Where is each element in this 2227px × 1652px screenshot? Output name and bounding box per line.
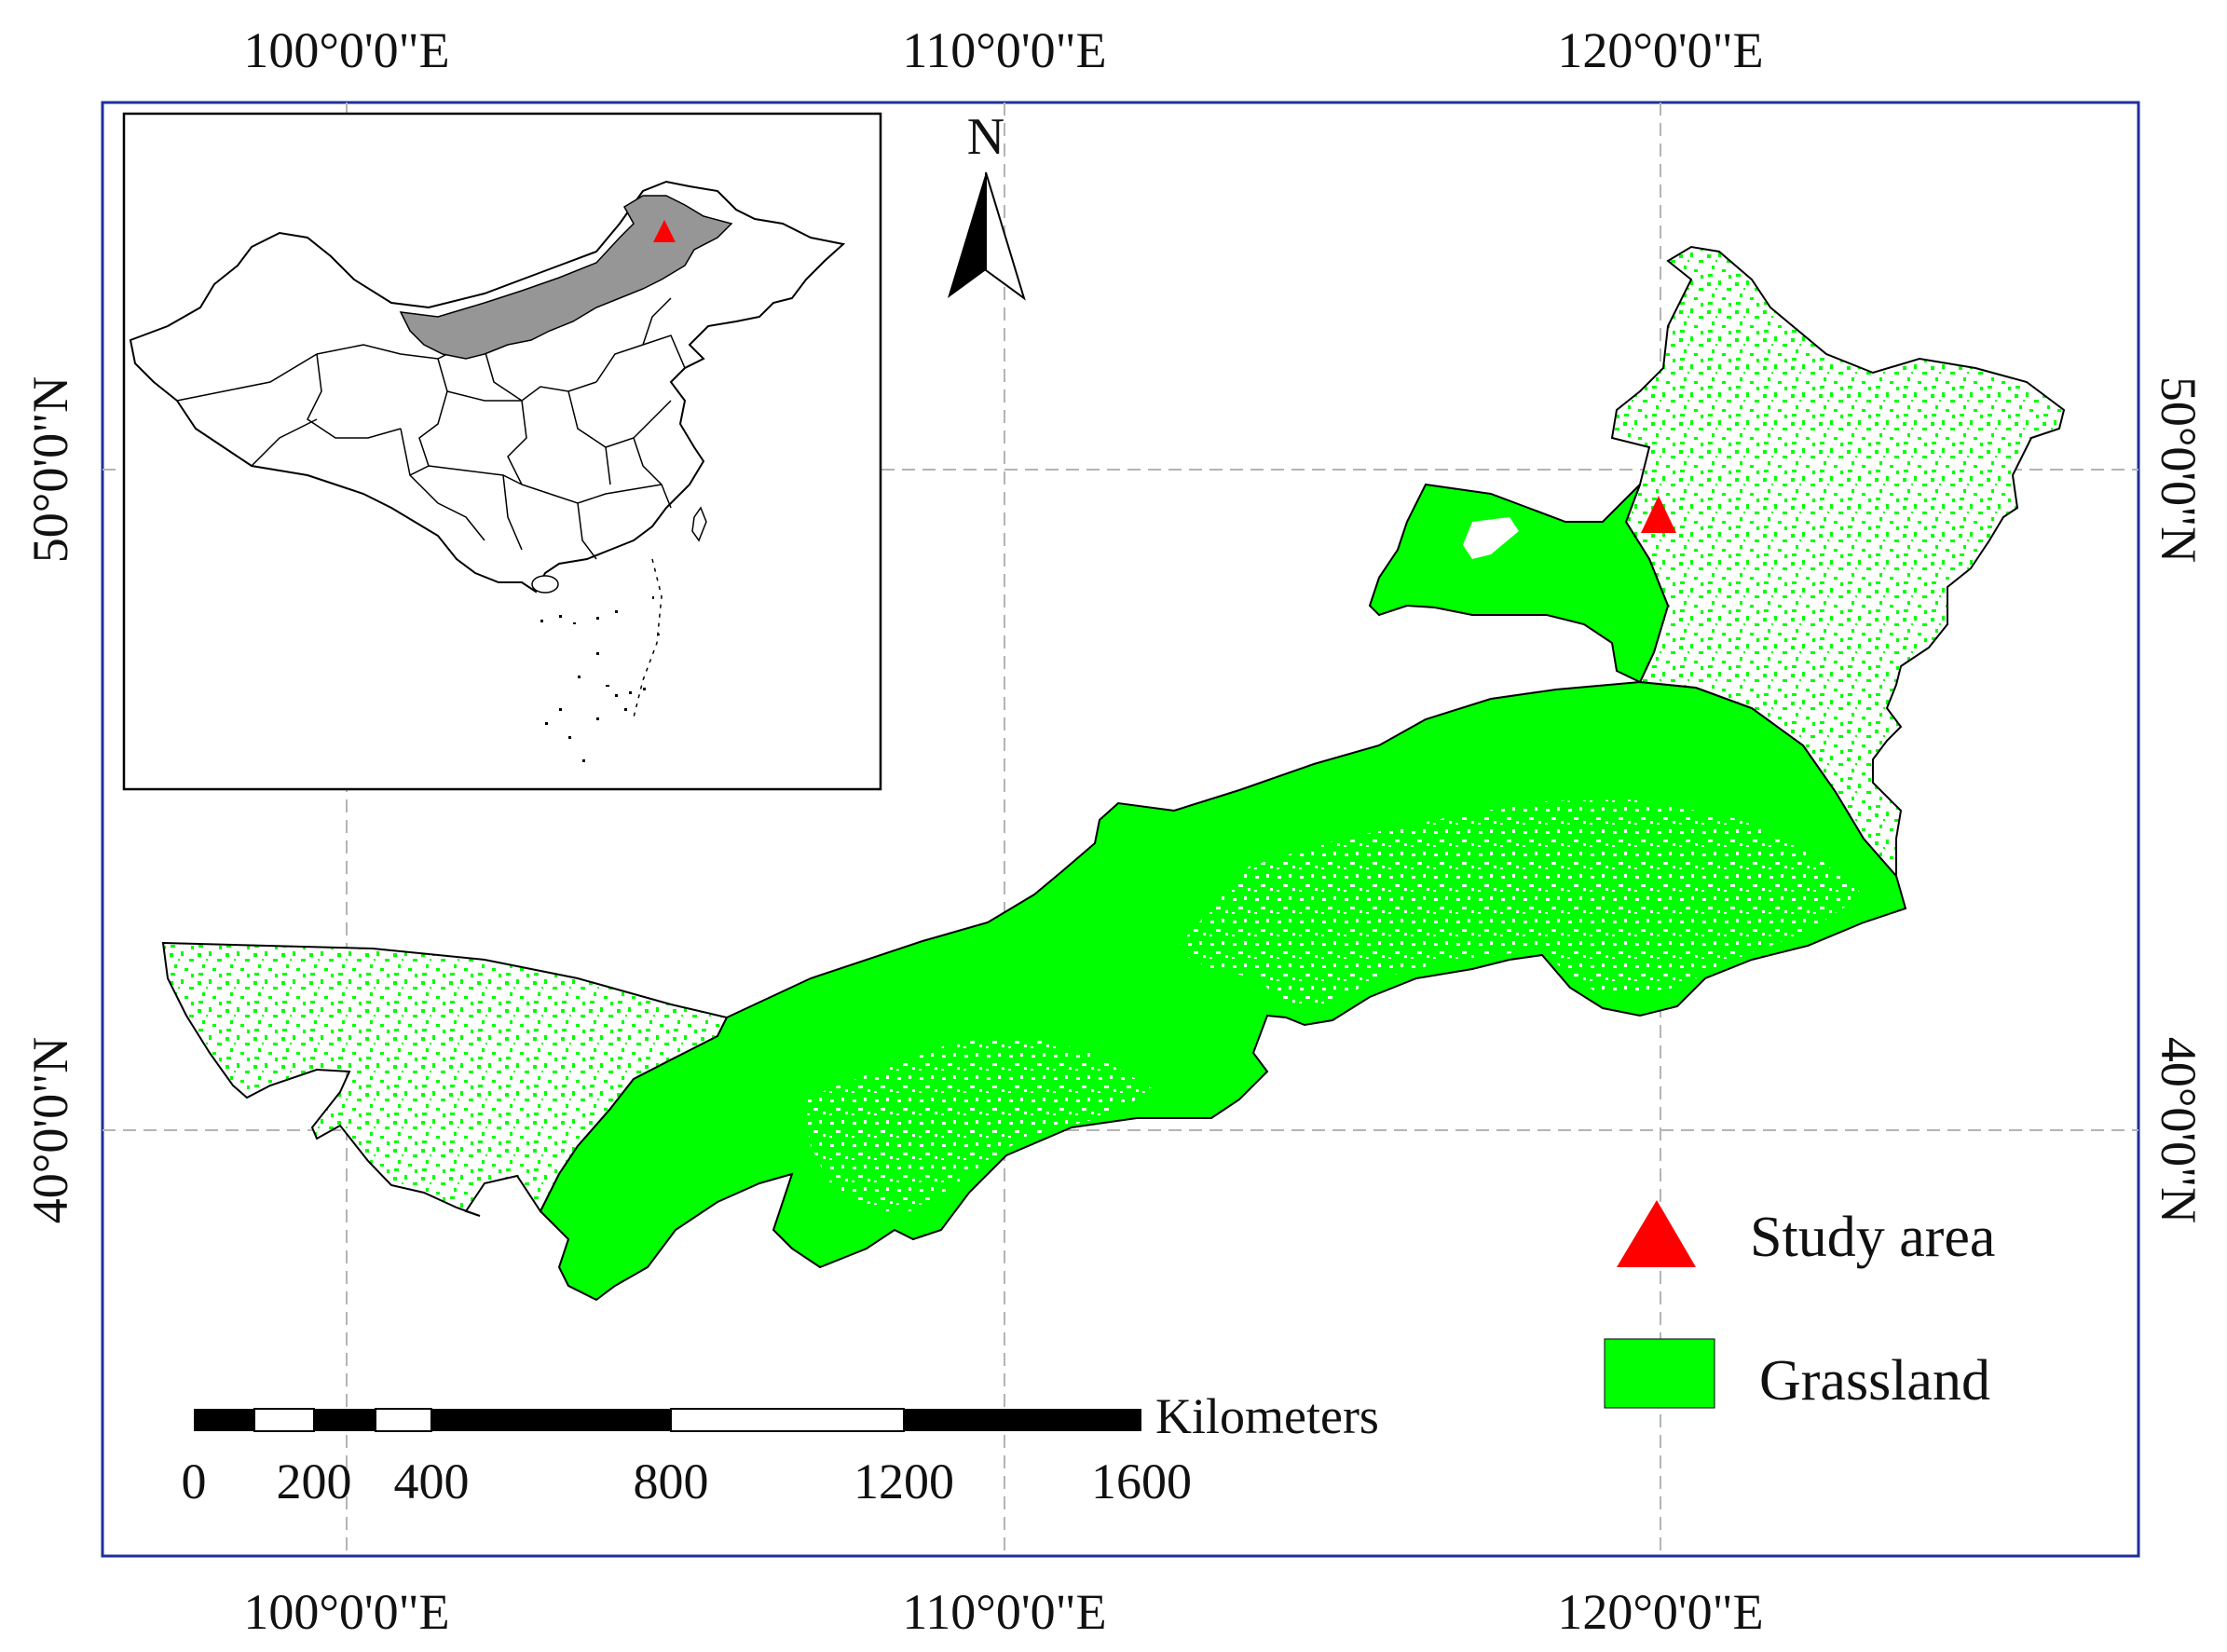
bottom-label-110e: 110°0'0"E: [902, 1584, 1106, 1640]
region-northeast: [1610, 245, 2066, 879]
scale-segment-2: [253, 1408, 315, 1432]
scale-unit-label: Kilometers: [1155, 1388, 1379, 1444]
top-label-110e: 110°0'0"E: [902, 22, 1106, 78]
region-hulunbuir: [1368, 483, 1670, 684]
inset-dashed-boundary: [633, 558, 663, 718]
scale-tick-1200: 1200: [854, 1454, 954, 1509]
legend-study-area-triangle-icon: [1617, 1200, 1696, 1267]
scale-segment-1: [194, 1409, 254, 1431]
inset-hainan: [531, 575, 559, 594]
region-hulunbuir-lake: [1463, 517, 1519, 559]
right-latitude-labels: 50°0'0"N 40°0'0"N: [2151, 376, 2207, 1223]
inset-study-area-marker: [653, 220, 676, 242]
inner-mongolia-region: [161, 245, 2066, 1302]
scale-tick-1600: 1600: [1091, 1454, 1192, 1509]
legend: Study area Grassland: [1604, 1200, 1995, 1413]
north-arrow-left-half: [948, 172, 986, 298]
scale-segment-5: [431, 1409, 671, 1431]
scale-tick-0: 0: [182, 1454, 207, 1509]
inset-inner-mongolia: [399, 195, 733, 360]
scale-bar: Kilometers 0 200 400 800 1200 1600: [182, 1388, 1379, 1509]
inset-south-china-sea-islands: [540, 596, 660, 762]
top-label-120e: 120°0'0"E: [1557, 22, 1763, 78]
legend-grassland-green-square-icon: [1604, 1338, 1715, 1409]
inset-province-lines: [176, 297, 686, 560]
scale-tick-400: 400: [394, 1454, 470, 1509]
bottom-label-120e: 120°0'0"E: [1557, 1584, 1763, 1640]
top-label-100e: 100°0'0"E: [243, 22, 449, 78]
legend-study-area-label: Study area: [1750, 1206, 1995, 1269]
scale-tick-200: 200: [277, 1454, 352, 1509]
bottom-label-100e: 100°0'0"E: [243, 1584, 449, 1640]
right-label-50n: 50°0'0"N: [2151, 376, 2207, 563]
north-arrow-right-half: [985, 171, 1026, 301]
left-label-50n: 50°0'0"N: [22, 376, 78, 563]
region-central-sparse: [1174, 799, 1864, 1006]
right-label-40n: 40°0'0"N: [2151, 1037, 2207, 1223]
region-central-sparse-2: [801, 1034, 1155, 1211]
scale-segment-7: [904, 1409, 1141, 1431]
inset-taiwan: [691, 506, 707, 542]
scale-segment-6: [670, 1408, 905, 1432]
left-label-40n: 40°0'0"N: [22, 1037, 78, 1223]
scale-segment-4: [375, 1408, 432, 1432]
left-latitude-labels: 50°0'0"N 40°0'0"N: [22, 376, 78, 1223]
legend-grassland-label: Grassland: [1759, 1349, 1990, 1413]
north-arrow: N: [948, 108, 1026, 301]
top-longitude-labels: 100°0'0"E 110°0'0"E 120°0'0"E: [243, 22, 1763, 78]
inset-china-outline: [129, 180, 846, 594]
scale-tick-800: 800: [634, 1454, 709, 1509]
bottom-longitude-labels: 100°0'0"E 110°0'0"E 120°0'0"E: [243, 1584, 1763, 1640]
north-label: N: [967, 108, 1004, 166]
scale-segment-3: [314, 1409, 376, 1431]
study-area-marker: [1641, 496, 1676, 533]
inset-map: [122, 112, 882, 791]
